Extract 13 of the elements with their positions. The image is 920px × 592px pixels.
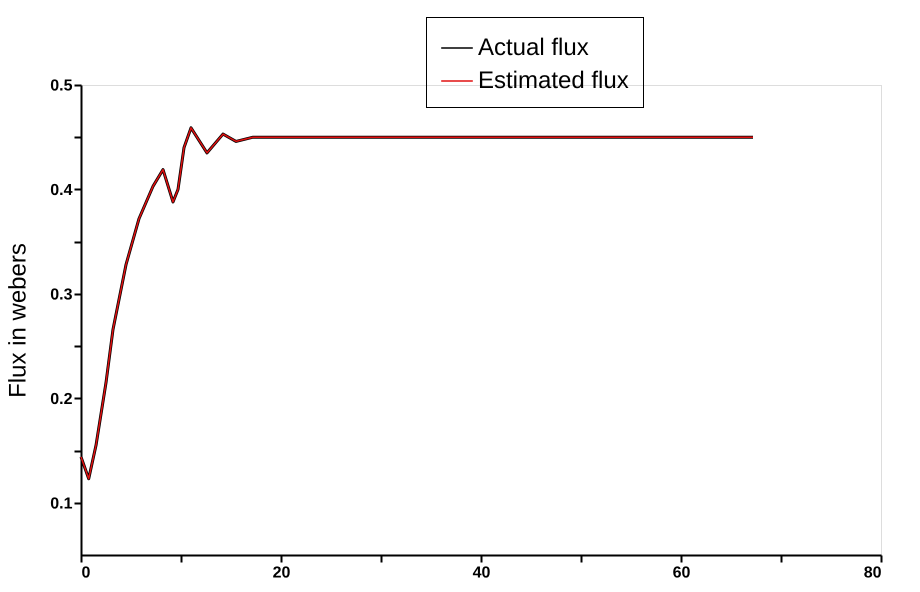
x-tick-label: 60	[672, 564, 690, 582]
x-tick-label: 80	[864, 564, 882, 582]
y-tick-label: 0.3	[50, 286, 73, 304]
x-tick-label: 20	[272, 564, 290, 582]
x-tick-label: 40	[472, 564, 490, 582]
y-axis-title: Flux in webers	[4, 243, 32, 398]
legend-label: Estimated flux	[478, 67, 629, 94]
y-tick-label: 0.1	[50, 495, 73, 512]
y-tick-label: 0.5	[50, 78, 73, 94]
y-tick-label: 0.4	[50, 182, 73, 199]
legend-label: Actual flux	[478, 34, 589, 61]
x-tick-label: 0	[82, 564, 90, 582]
y-tick-label: 0.2	[50, 390, 73, 408]
